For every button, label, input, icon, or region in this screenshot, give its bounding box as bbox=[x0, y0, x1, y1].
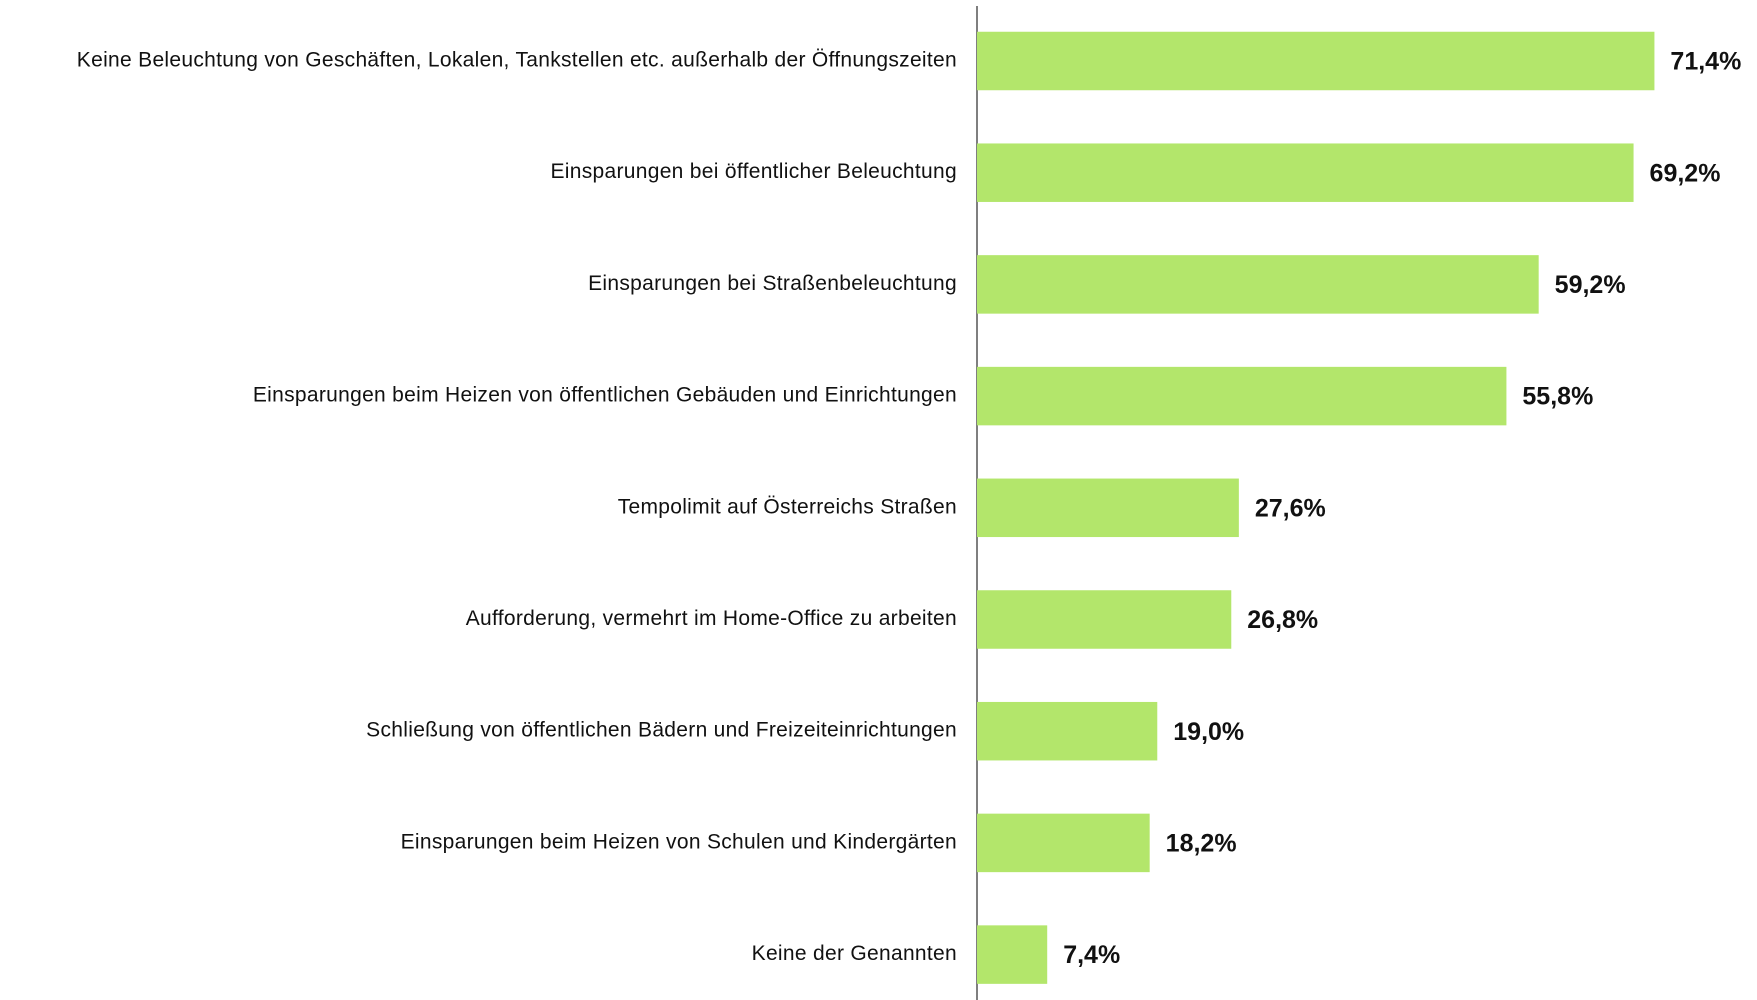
value-label: 19,0% bbox=[1173, 718, 1244, 746]
y-tick-label: Keine der Genannten bbox=[752, 942, 957, 965]
value-label: 7,4% bbox=[1063, 941, 1120, 969]
y-tick-label: Aufforderung, vermehrt im Home-Office zu… bbox=[466, 607, 957, 630]
bar bbox=[977, 255, 1539, 314]
bar bbox=[977, 366, 1507, 426]
bar bbox=[977, 925, 1048, 984]
bar bbox=[977, 590, 1232, 649]
value-label: 27,6% bbox=[1255, 494, 1326, 522]
value-label: 71,4% bbox=[1670, 48, 1741, 76]
y-tick-label: Einsparungen bei Straßenbeleuchtung bbox=[588, 272, 957, 295]
bar bbox=[977, 31, 1655, 91]
value-label: 55,8% bbox=[1522, 383, 1593, 411]
y-tick-label: Einsparungen beim Heizen von öffentliche… bbox=[253, 384, 957, 407]
y-tick-label: Einsparungen bei öffentlicher Beleuchtun… bbox=[550, 160, 957, 183]
value-label: 26,8% bbox=[1247, 606, 1318, 634]
y-tick-label: Tempolimit auf Österreichs Straßen bbox=[618, 495, 957, 518]
y-tick-label: Schließung von öffentlichen Bädern und F… bbox=[366, 719, 957, 742]
bar bbox=[977, 813, 1150, 873]
value-label: 18,2% bbox=[1166, 830, 1237, 858]
bar bbox=[977, 143, 1634, 202]
y-tick-label: Einsparungen beim Heizen von Schulen und… bbox=[401, 830, 957, 853]
value-label: 69,2% bbox=[1650, 159, 1721, 187]
value-label: 59,2% bbox=[1555, 271, 1626, 299]
bar bbox=[977, 701, 1158, 761]
bar bbox=[977, 478, 1239, 538]
y-tick-label: Keine Beleuchtung von Geschäften, Lokale… bbox=[77, 49, 957, 72]
